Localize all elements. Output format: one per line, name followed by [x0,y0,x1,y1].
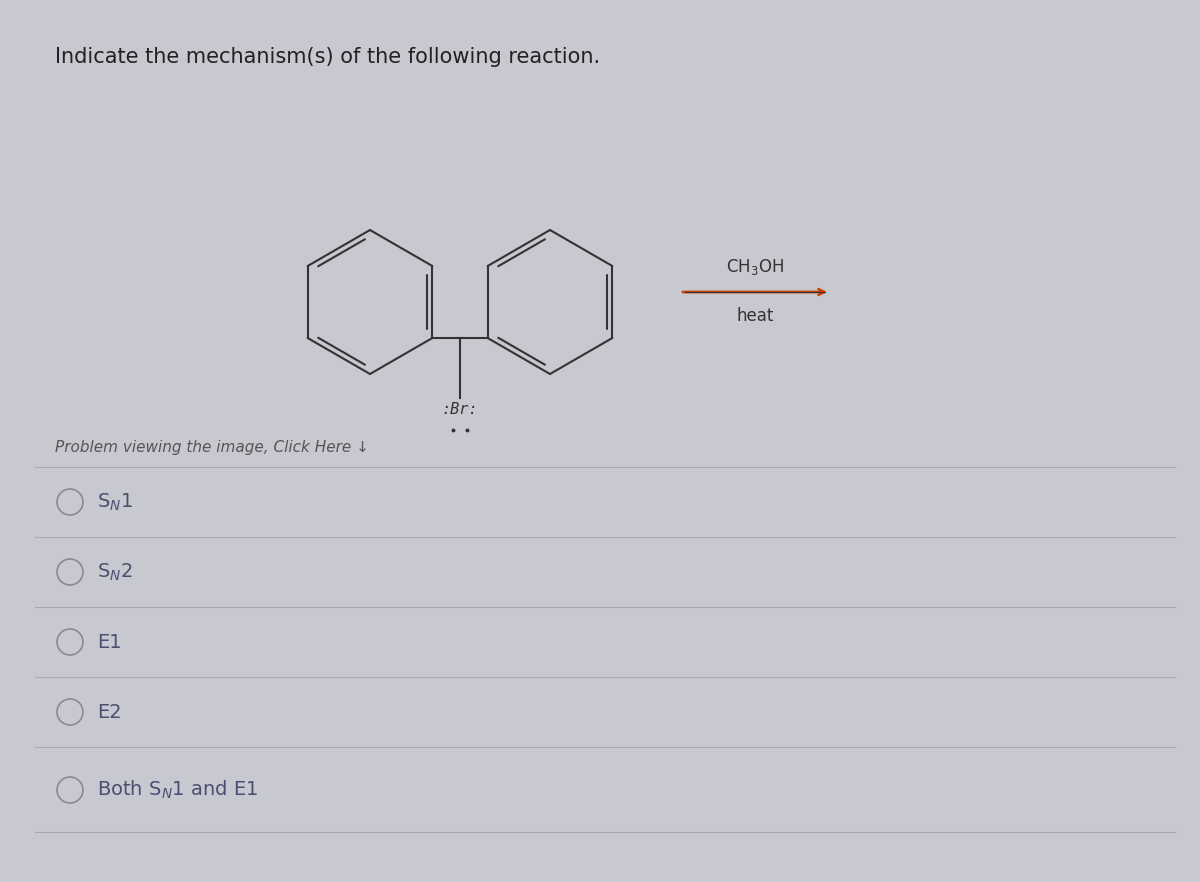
Text: Problem viewing the image, Click Here ↓: Problem viewing the image, Click Here ↓ [55,440,368,455]
Text: heat: heat [737,307,774,325]
Text: :Br:: :Br: [442,402,479,417]
Text: E2: E2 [97,702,121,721]
Text: E1: E1 [97,632,121,652]
Text: Both S$_{N}$1 and E1: Both S$_{N}$1 and E1 [97,779,258,801]
Text: Indicate the mechanism(s) of the following reaction.: Indicate the mechanism(s) of the followi… [55,47,600,67]
Text: S$_{N}$2: S$_{N}$2 [97,561,133,583]
Text: CH$_3$OH: CH$_3$OH [726,257,784,277]
Text: S$_{N}$1: S$_{N}$1 [97,491,133,512]
